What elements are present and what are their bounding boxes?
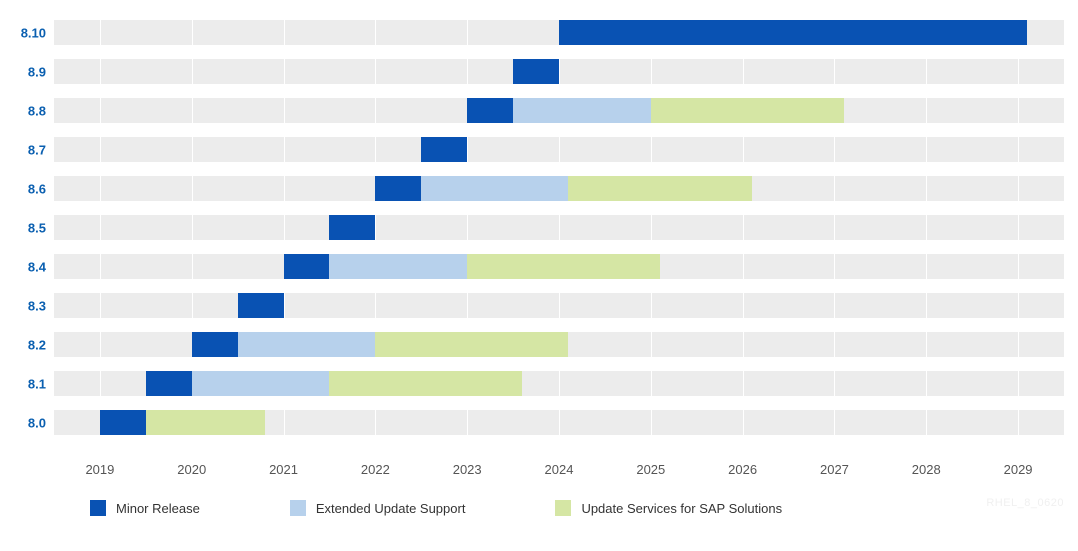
segment-minor [421,137,467,162]
gridline [100,20,101,450]
legend: Minor Release Extended Update Support Up… [90,500,782,516]
gridline [651,20,652,450]
legend-label-eus: Extended Update Support [316,501,466,516]
segment-minor [329,215,375,240]
segment-minor [284,254,330,279]
x-axis-label: 2024 [545,462,574,477]
y-axis-label: 8.5 [28,221,46,234]
x-axis-label: 2026 [728,462,757,477]
gridline [743,20,744,450]
x-axis-label: 2025 [636,462,665,477]
segment-eus [513,98,651,123]
segment-sap [568,176,752,201]
legend-swatch-eus [290,500,306,516]
x-axis-label: 2029 [1004,462,1033,477]
segment-minor [513,59,559,84]
y-axis-label: 8.2 [28,338,46,351]
x-axis-label: 2019 [85,462,114,477]
y-axis-label: 8.0 [28,416,46,429]
segment-minor [146,371,192,396]
legend-label-minor: Minor Release [116,501,200,516]
segment-minor [375,176,421,201]
segment-eus [238,332,376,357]
legend-swatch-minor [90,500,106,516]
legend-swatch-sap [555,500,571,516]
segment-sap [329,371,522,396]
y-axis-label: 8.8 [28,104,46,117]
gridline [834,20,835,450]
segment-eus [421,176,568,201]
segment-sap [651,98,844,123]
x-axis-label: 2021 [269,462,298,477]
segment-minor [100,410,146,435]
x-axis-label: 2020 [177,462,206,477]
legend-item-eus: Extended Update Support [290,500,466,516]
segment-minor [467,98,513,123]
plot-area [54,20,1064,450]
x-axis-label: 2023 [453,462,482,477]
y-axis-label: 8.9 [28,65,46,78]
gridline [559,20,560,450]
y-axis-label: 8.1 [28,377,46,390]
y-axis-label: 8.7 [28,143,46,156]
legend-item-sap: Update Services for SAP Solutions [555,500,782,516]
release-timeline-chart: 8.108.98.88.78.68.58.48.38.28.18.0 20192… [0,0,1078,551]
segment-minor [559,20,1027,45]
x-axis-label: 2028 [912,462,941,477]
segment-eus [192,371,330,396]
y-axis-label: 8.4 [28,260,46,273]
segment-sap [467,254,660,279]
segment-eus [329,254,467,279]
y-axis-label: 8.3 [28,299,46,312]
legend-label-sap: Update Services for SAP Solutions [581,501,782,516]
segment-sap [146,410,265,435]
watermark: RHEL_8_0620 [986,497,1064,509]
y-axis-label: 8.6 [28,182,46,195]
x-axis-label: 2027 [820,462,849,477]
gridline [1018,20,1019,450]
gridline [926,20,927,450]
segment-sap [375,332,568,357]
segment-minor [238,293,284,318]
legend-item-minor: Minor Release [90,500,200,516]
segment-minor [192,332,238,357]
y-axis-label: 8.10 [21,26,46,39]
x-axis-labels: 2019 2020 2021 2022 2023 2024 2025 2026 2027 2028… [54,458,1064,478]
x-axis-label: 2022 [361,462,390,477]
